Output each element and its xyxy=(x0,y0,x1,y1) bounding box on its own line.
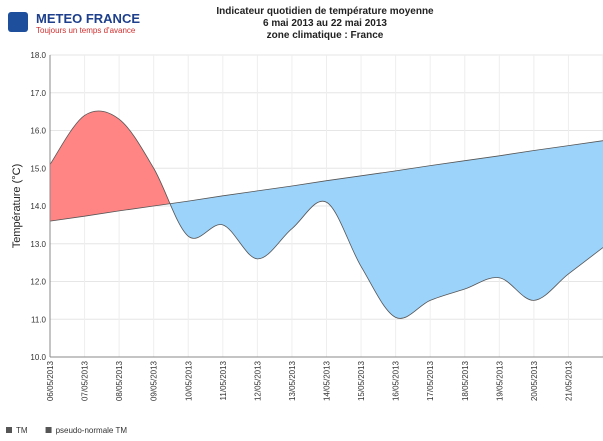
legend-label: pseudo-normale TM xyxy=(56,426,128,435)
legend-swatch xyxy=(45,427,52,433)
y-tick-label: 17.0 xyxy=(30,89,46,98)
legend-label: TM xyxy=(16,426,28,435)
y-tick-label: 13.0 xyxy=(30,240,46,249)
x-tick-label: 15/05/2013 xyxy=(357,360,366,401)
x-tick-label: 08/05/2013 xyxy=(115,360,124,401)
logo-icon xyxy=(8,12,28,32)
x-tick-label: 17/05/2013 xyxy=(426,360,435,401)
x-tick-label: 20/05/2013 xyxy=(530,360,539,401)
chart-title: 6 mai 2013 au 22 mai 2013 xyxy=(263,18,387,29)
chart-title: Indicateur quotidien de température moye… xyxy=(216,6,434,17)
area-below xyxy=(50,140,603,319)
x-tick-label: 19/05/2013 xyxy=(495,360,504,401)
x-tick-label: 16/05/2013 xyxy=(392,360,401,401)
tm-line xyxy=(49,110,603,319)
y-tick-label: 15.0 xyxy=(30,164,46,173)
x-tick-label: 06/05/2013 xyxy=(46,360,55,401)
y-tick-label: 14.0 xyxy=(30,202,46,211)
x-tick-label: 11/05/2013 xyxy=(219,360,228,400)
normal-line xyxy=(49,140,603,222)
chart-title: zone climatique : France xyxy=(267,30,384,41)
y-tick-label: 18.0 xyxy=(30,51,46,60)
x-tick-label: 10/05/2013 xyxy=(184,360,193,401)
x-tick-label: 18/05/2013 xyxy=(461,360,470,401)
logo: METEO FRANCE xyxy=(36,11,140,26)
tagline: Toujours un temps d'avance xyxy=(36,26,136,35)
y-tick-label: 12.0 xyxy=(30,278,46,287)
x-tick-label: 09/05/2013 xyxy=(150,360,159,401)
x-tick-label: 12/05/2013 xyxy=(253,360,262,401)
y-axis-label: Température (°C) xyxy=(11,164,23,248)
y-tick-label: 16.0 xyxy=(30,127,46,136)
x-tick-label: 14/05/2013 xyxy=(323,360,332,401)
y-tick-label: 11.0 xyxy=(31,315,47,324)
x-tick-label: 13/05/2013 xyxy=(288,360,297,401)
legend-swatch xyxy=(6,427,12,433)
x-tick-label: 21/05/2013 xyxy=(564,360,573,401)
y-tick-label: 10.0 xyxy=(30,353,46,362)
x-tick-label: 07/05/2013 xyxy=(81,360,90,401)
